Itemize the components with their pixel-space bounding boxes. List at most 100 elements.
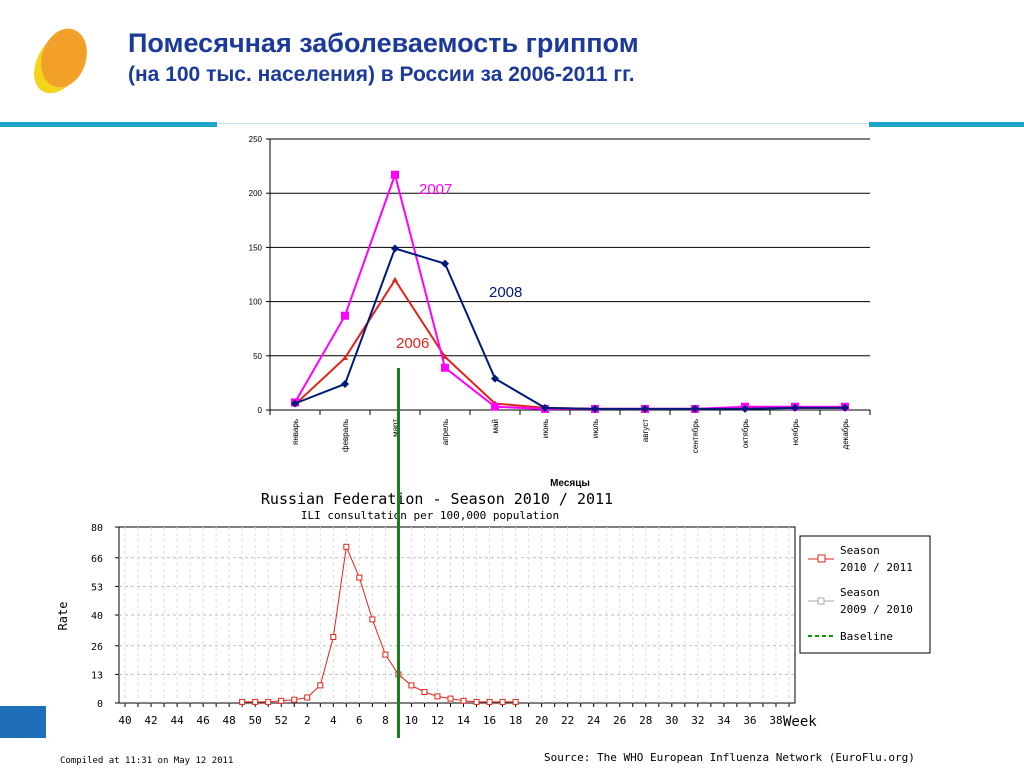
data-point-2007 [391,170,399,179]
chart2-xtick-label: 24 [587,714,601,727]
data-point-2008 [791,403,799,412]
chart2-xtick-label: 14 [457,714,471,727]
chart2-ytick-label: 40 [91,611,103,622]
chart2-xtick-label: 22 [561,714,574,727]
chart1-gridlines [266,138,871,415]
season-2010-point [343,543,350,550]
season-2010-point [460,697,467,704]
season-2010-point [317,682,324,689]
chart1-ytick-label: 0 [258,406,263,415]
monthly-flu-chart: 0 50 100 150 200 250 январь февраль март апрель м… [249,135,871,489]
season-2010-point [356,574,363,581]
chart2-xtick-label: 2 [304,714,311,727]
data-point-2008 [291,399,299,408]
data-point-2007 [441,363,449,372]
data-point-2008 [341,379,349,388]
chart2-xtick-label: 44 [170,714,184,727]
data-point-2006 [442,353,448,359]
chart2-xtick-label: 36 [743,714,756,727]
legend-season-2009-line1: Season [840,586,880,599]
chart2-xtick-label: 4 [330,714,337,727]
chart2-xtick-label: 26 [613,714,626,727]
chart1-ytick-label: 150 [249,243,263,252]
series-line-2008 [294,247,845,410]
chart1-xtick-label: май [491,419,500,433]
chart2-xtick-label: 10 [405,714,418,727]
chart1-ytick-label: 100 [249,298,263,307]
season-2010-point [434,693,441,700]
chart2-ytick-label: 13 [91,670,103,681]
chart1-ytick-label: 50 [253,352,262,361]
chart2-x-label: Week [783,714,817,730]
chart2-xtick-label: 6 [356,714,363,727]
data-point-2008 [841,403,849,412]
series-label-2006: 2006 [396,335,429,352]
chart1-xtick-label: август [641,419,650,443]
series-line-2007 [294,171,845,410]
legend-season-2009-line2: 2009 / 2010 [840,603,913,616]
season-2010-point [252,698,259,705]
chart2-gridlines [115,526,796,707]
data-point-2008 [741,404,749,413]
chart2-ytick-label: 80 [91,523,103,534]
series-line-2006 [294,278,845,410]
season-2010-line [242,544,516,703]
season-2010-point [278,697,285,704]
header-band-left [0,122,217,127]
chart2-xtick-label: 50 [249,714,262,727]
data-point-2006 [342,354,348,360]
chart2-xtick-label: 20 [535,714,548,727]
data-point-2008 [491,374,499,383]
chart1-x-label: Месяцы [550,478,590,489]
legend-season-2010-line1: Season [840,544,880,557]
chart1-xtick-label: сентябрь [691,419,700,453]
chart1-ytick-label: 250 [249,135,263,144]
chart2-xtick-label: 18 [509,714,522,727]
season-2010-point [421,689,428,695]
chart2-xtick-label: 8 [382,714,389,727]
corner-blue-block [0,706,46,738]
chart2-xtick-label: 16 [483,714,496,727]
chart2-xtick-label: 40 [118,714,131,727]
legend-season-2010-line2: 2010 / 2011 [840,561,913,574]
title-block: Помесячная заболеваемость гриппом (на 10… [128,26,639,90]
chart1-xtick-label: апрель [441,419,450,445]
chart2-xtick-label: 48 [223,714,236,727]
compiled-note: Compiled at 11:31 on May 12 2011 [60,756,233,766]
chart2-x-ticks: 40 42 44 46 48 50 52 2 4 6 8 10 12 14 16 18 20 22 24 26 28 30… [118,714,782,727]
chart2-xtick-label: 12 [431,714,444,727]
chart1-ytick-label: 200 [249,189,263,198]
source-note: Source: The WHO European Influenza Netwo… [544,751,915,764]
season-2010-point [304,694,311,701]
data-point-2007 [341,311,349,320]
chart2-xtick-label: 46 [196,714,209,727]
chart2-ytick-label: 26 [91,642,103,653]
data-point-2007 [491,402,499,411]
header-band-right [869,122,1024,127]
chart2-xtick-label: 30 [665,714,678,727]
leaf-logo-icon [34,28,87,94]
marker-line [397,368,400,738]
data-point-2008 [541,403,549,412]
season-2010-point [499,698,506,705]
chart2-ytick-label: 0 [97,699,103,710]
season-2010-point [473,698,480,705]
chart2-xtick-label: 38 [769,714,782,727]
chart1-x-ticks: январь февраль март апрель май июнь июль август… [291,419,850,453]
data-point-2008 [391,244,399,253]
chart1-xtick-label: июль [591,419,600,438]
season-2010-point [512,698,519,705]
chart2-xtick-label: 42 [144,714,157,727]
chart1-xtick-label: февраль [341,419,350,452]
series-label-2008: 2008 [489,284,522,301]
season-2010-point [239,698,246,705]
chart1-series [291,170,849,413]
chart2-ytick-label: 53 [91,582,103,593]
chart1-y-ticks: 0 50 100 150 200 250 [249,135,263,415]
chart2-title: Russian Federation - Season 2010 / 2011 [261,490,613,508]
chart1-xtick-label: июнь [541,419,550,438]
season-2010-point [369,616,376,623]
chart2-xtick-label: 34 [717,714,731,727]
chart2-legend: Season 2010 / 2011 Season 2009 / 2010 Ba… [799,535,931,654]
season-2010-point [408,682,415,689]
